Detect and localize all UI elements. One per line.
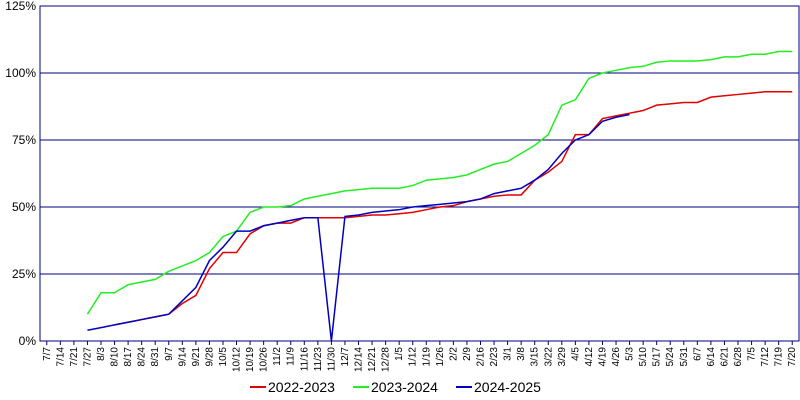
- x-tick-label: 3/15: [530, 347, 541, 367]
- x-tick-label: 1/12: [408, 347, 419, 367]
- series-line: [114, 91, 793, 326]
- x-tick-label: 7/21: [69, 347, 80, 367]
- x-tick-label: 2/16: [475, 347, 486, 367]
- y-tick-label: 25%: [12, 267, 36, 281]
- x-tick-label: 7/14: [55, 347, 66, 367]
- x-tick-label: 9/7: [164, 347, 175, 361]
- x-tick-label: 6/28: [733, 347, 744, 367]
- legend-label: 2024-2025: [474, 379, 541, 395]
- x-tick-label: 12/28: [381, 347, 392, 372]
- x-tick-label: 5/31: [679, 347, 690, 367]
- x-tick-label: 10/12: [232, 347, 243, 372]
- x-tick-label: 11/23: [313, 347, 324, 372]
- x-tick-label: 9/21: [191, 347, 202, 367]
- x-tick-label: 11/16: [299, 347, 310, 372]
- x-tick-label: 7/7: [42, 347, 53, 361]
- x-tick-label: 3/8: [516, 347, 527, 361]
- x-tick-label: 11/30: [326, 347, 337, 372]
- x-tick-label: 3/29: [557, 347, 568, 367]
- x-tick-label: 2/23: [489, 347, 500, 367]
- x-tick-label: 10/5: [218, 347, 229, 367]
- x-tick-label: 12/21: [367, 347, 378, 372]
- x-tick-label: 4/19: [597, 347, 608, 367]
- x-tick-label: 8/31: [150, 347, 161, 367]
- y-tick-label: 125%: [5, 0, 36, 13]
- x-tick-label: 9/14: [177, 347, 188, 367]
- x-tick-label: 4/26: [611, 347, 622, 367]
- x-tick-label: 7/27: [82, 347, 93, 367]
- x-tick-label: 7/20: [787, 347, 798, 367]
- y-tick-label: 75%: [12, 133, 36, 147]
- y-tick-label: 100%: [5, 66, 36, 80]
- x-tick-label: 5/10: [638, 347, 649, 367]
- y-tick-label: 50%: [12, 200, 36, 214]
- x-tick-label: 7/19: [774, 347, 785, 367]
- x-tick-label: 1/19: [421, 347, 432, 367]
- x-tick-label: 6/21: [719, 347, 730, 367]
- x-tick-label: 8/3: [96, 347, 107, 361]
- series-line: [86, 50, 793, 315]
- x-tick-label: 6/7: [692, 347, 703, 361]
- x-tick-label: 7/5: [747, 347, 758, 361]
- x-tick-label: 4/5: [570, 347, 581, 361]
- x-tick-label: 3/1: [503, 347, 514, 361]
- x-tick-label: 5/3: [625, 347, 636, 361]
- x-tick-label: 2/9: [462, 347, 473, 361]
- x-tick-label: 10/26: [259, 347, 270, 372]
- y-tick-label: 0%: [19, 334, 37, 348]
- x-tick-label: 11/2: [272, 347, 283, 366]
- x-tick-label: 7/12: [760, 347, 771, 367]
- x-tick-label: 11/9: [286, 347, 297, 366]
- x-tick-label: 9/28: [204, 347, 215, 367]
- x-tick-label: 8/17: [123, 347, 134, 367]
- legend-label: 2023-2024: [371, 379, 438, 395]
- x-tick-label: 3/22: [543, 347, 554, 367]
- series-line: [87, 113, 630, 342]
- x-tick-label: 1/5: [394, 347, 405, 361]
- legend-label: 2022-2023: [268, 379, 335, 395]
- plot-frame: [39, 5, 800, 342]
- x-tick-label: 5/17: [652, 347, 663, 367]
- x-tick-label: 12/7: [340, 347, 351, 367]
- x-tick-label: 2/2: [448, 347, 459, 361]
- x-tick-label: 10/19: [245, 347, 256, 372]
- x-tick-label: 4/12: [584, 347, 595, 367]
- x-tick-label: 5/24: [665, 347, 676, 367]
- x-tick-label: 8/10: [110, 347, 121, 367]
- x-tick-label: 12/14: [354, 347, 365, 372]
- x-tick-label: 8/24: [137, 347, 148, 367]
- x-tick-label: 1/26: [435, 347, 446, 367]
- x-tick-label: 6/14: [706, 347, 717, 367]
